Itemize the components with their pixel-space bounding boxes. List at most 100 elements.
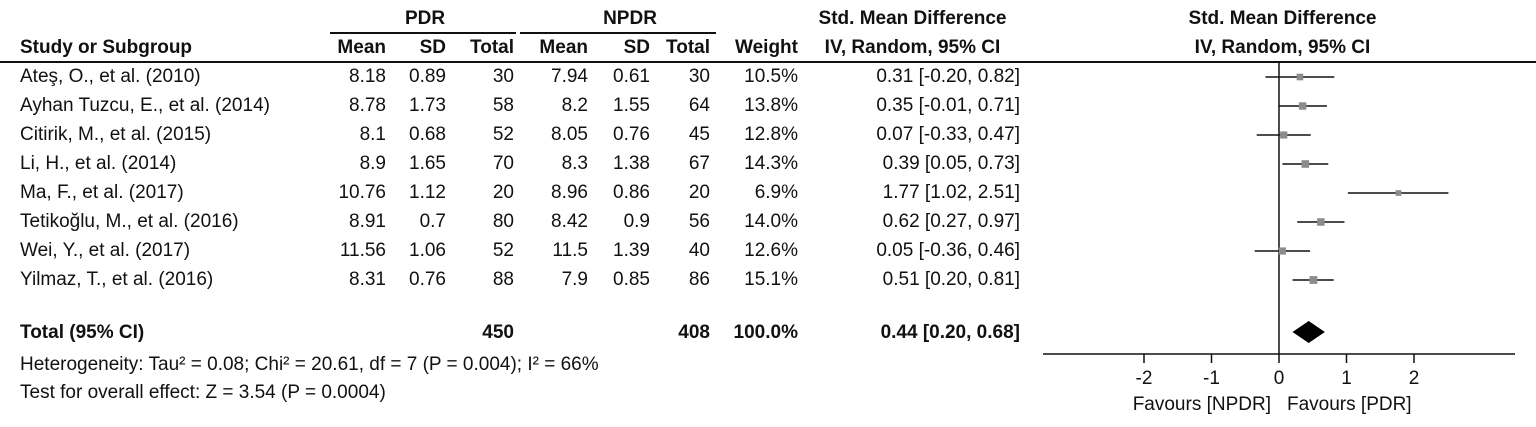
- npdr-mean: 7.94: [551, 66, 588, 87]
- pdr-total: 80: [492, 211, 514, 232]
- npdr-sd: 0.61: [613, 66, 650, 87]
- study-weight: 12.8%: [744, 124, 798, 145]
- npdr-group-header: NPDR: [603, 8, 657, 29]
- study-name: Li, H., et al. (2014): [20, 153, 177, 174]
- study-name: Ateş, O., et al. (2010): [20, 66, 201, 87]
- study-ci: 0.31 [-0.20, 0.82]: [876, 66, 1020, 87]
- npdr-sd: 1.55: [613, 95, 650, 116]
- study-weight: 15.1%: [744, 269, 798, 290]
- pdr-mean: 8.78: [349, 95, 386, 116]
- study-weight: 12.6%: [744, 240, 798, 261]
- npdr-mean-header: Mean: [539, 37, 588, 58]
- npdr-total-header: Total: [666, 37, 710, 58]
- study-ci: 0.05 [-0.36, 0.46]: [876, 240, 1020, 261]
- study-weight: 6.9%: [754, 182, 798, 203]
- pdr-total: 70: [492, 153, 514, 174]
- npdr-mean: 8.42: [551, 211, 588, 232]
- npdr-mean: 8.3: [561, 153, 588, 174]
- pdr-total: 52: [492, 240, 514, 261]
- point-estimate-marker: [1296, 73, 1304, 81]
- study-ci: 0.62 [0.27, 0.97]: [882, 211, 1020, 232]
- npdr-sd: 0.76: [613, 124, 650, 145]
- x-tick-label: -2: [1136, 368, 1153, 389]
- npdr-total: 20: [688, 182, 710, 203]
- point-estimate-marker: [1309, 276, 1318, 284]
- study-weight: 14.0%: [744, 211, 798, 232]
- total-ci: 0.44 [0.20, 0.68]: [880, 322, 1020, 343]
- study-ci: 1.77 [1.02, 2.51]: [882, 182, 1020, 203]
- npdr-mean: 11.5: [552, 240, 588, 261]
- x-tick-label: -1: [1203, 368, 1220, 389]
- npdr-sd: 0.85: [613, 269, 650, 290]
- smd-column-header: Std. Mean Difference: [818, 8, 1007, 29]
- pdr-total: 58: [492, 95, 514, 116]
- pdr-total: 30: [492, 66, 514, 87]
- pdr-sd: 0.76: [409, 269, 446, 290]
- point-estimate-marker: [1395, 190, 1402, 196]
- npdr-sd: 0.9: [623, 211, 650, 232]
- study-weight: 14.3%: [744, 153, 798, 174]
- total-pdr: 450: [482, 322, 514, 343]
- pdr-mean: 11.56: [339, 240, 386, 261]
- npdr-total: 45: [688, 124, 710, 145]
- study-name: Ayhan Tuzcu, E., et al. (2014): [20, 95, 270, 116]
- npdr-total: 64: [688, 95, 710, 116]
- npdr-total: 56: [688, 211, 710, 232]
- point-estimate-marker: [1298, 102, 1307, 110]
- overall-effect-text: Test for overall effect: Z = 3.54 (P = 0…: [20, 382, 386, 403]
- pdr-sd: 0.89: [409, 66, 446, 87]
- study-weight: 10.5%: [744, 66, 798, 87]
- pdr-sd: 0.7: [419, 211, 446, 232]
- study-ci: 0.07 [-0.33, 0.47]: [876, 124, 1020, 145]
- npdr-mean: 8.96: [551, 182, 588, 203]
- pdr-mean: 8.18: [349, 66, 386, 87]
- npdr-total: 30: [688, 66, 710, 87]
- favours-right-label: Favours [PDR]: [1287, 394, 1412, 415]
- x-tick-label: 2: [1409, 368, 1420, 389]
- pdr-sd-header: SD: [419, 37, 446, 58]
- point-estimate-marker: [1301, 160, 1310, 168]
- study-name: Citirik, M., et al. (2015): [20, 124, 212, 145]
- smd-subheader: IV, Random, 95% CI: [824, 37, 1001, 58]
- pdr-sd: 1.65: [409, 153, 446, 174]
- npdr-mean: 8.2: [561, 95, 588, 116]
- study-weight: 13.8%: [744, 95, 798, 116]
- pdr-total: 52: [492, 124, 514, 145]
- total-weight: 100.0%: [733, 322, 798, 343]
- npdr-total: 40: [688, 240, 710, 261]
- pdr-mean: 8.9: [359, 153, 386, 174]
- pdr-total-header: Total: [470, 37, 514, 58]
- npdr-mean: 8.05: [551, 124, 588, 145]
- pdr-sd: 1.12: [409, 182, 446, 203]
- study-ci: 0.51 [0.20, 0.81]: [882, 269, 1020, 290]
- point-estimate-marker: [1278, 247, 1286, 255]
- study-ci: 0.35 [-0.01, 0.71]: [876, 95, 1020, 116]
- study-name: Wei, Y., et al. (2017): [20, 240, 191, 261]
- pdr-mean: 10.76: [338, 182, 386, 203]
- npdr-total: 67: [688, 153, 710, 174]
- pdr-header-rule: [330, 32, 516, 34]
- plot-subheader: IV, Random, 95% CI: [1194, 37, 1371, 58]
- study-name: Tetikoğlu, M., et al. (2016): [20, 211, 239, 232]
- total-npdr: 408: [678, 322, 710, 343]
- pdr-sd: 1.06: [409, 240, 446, 261]
- study-name: Yilmaz, T., et al. (2016): [20, 269, 214, 290]
- pooled-diamond: [1292, 321, 1325, 343]
- point-estimate-marker: [1280, 131, 1288, 139]
- pdr-mean: 8.91: [349, 211, 386, 232]
- npdr-sd: 1.39: [613, 240, 650, 261]
- x-tick-label: 0: [1274, 368, 1285, 389]
- npdr-sd: 0.86: [613, 182, 650, 203]
- npdr-mean: 7.9: [561, 269, 588, 290]
- npdr-header-rule: [520, 32, 716, 34]
- heterogeneity-text: Heterogeneity: Tau² = 0.08; Chi² = 20.61…: [20, 354, 599, 375]
- pdr-mean: 8.31: [349, 269, 386, 290]
- pdr-sd: 0.68: [409, 124, 446, 145]
- npdr-sd-header: SD: [623, 37, 650, 58]
- weight-header: Weight: [735, 37, 798, 58]
- study-ci: 0.39 [0.05, 0.73]: [882, 153, 1020, 174]
- npdr-sd: 1.38: [613, 153, 650, 174]
- pdr-mean-header: Mean: [337, 37, 386, 58]
- point-estimate-marker: [1317, 218, 1325, 226]
